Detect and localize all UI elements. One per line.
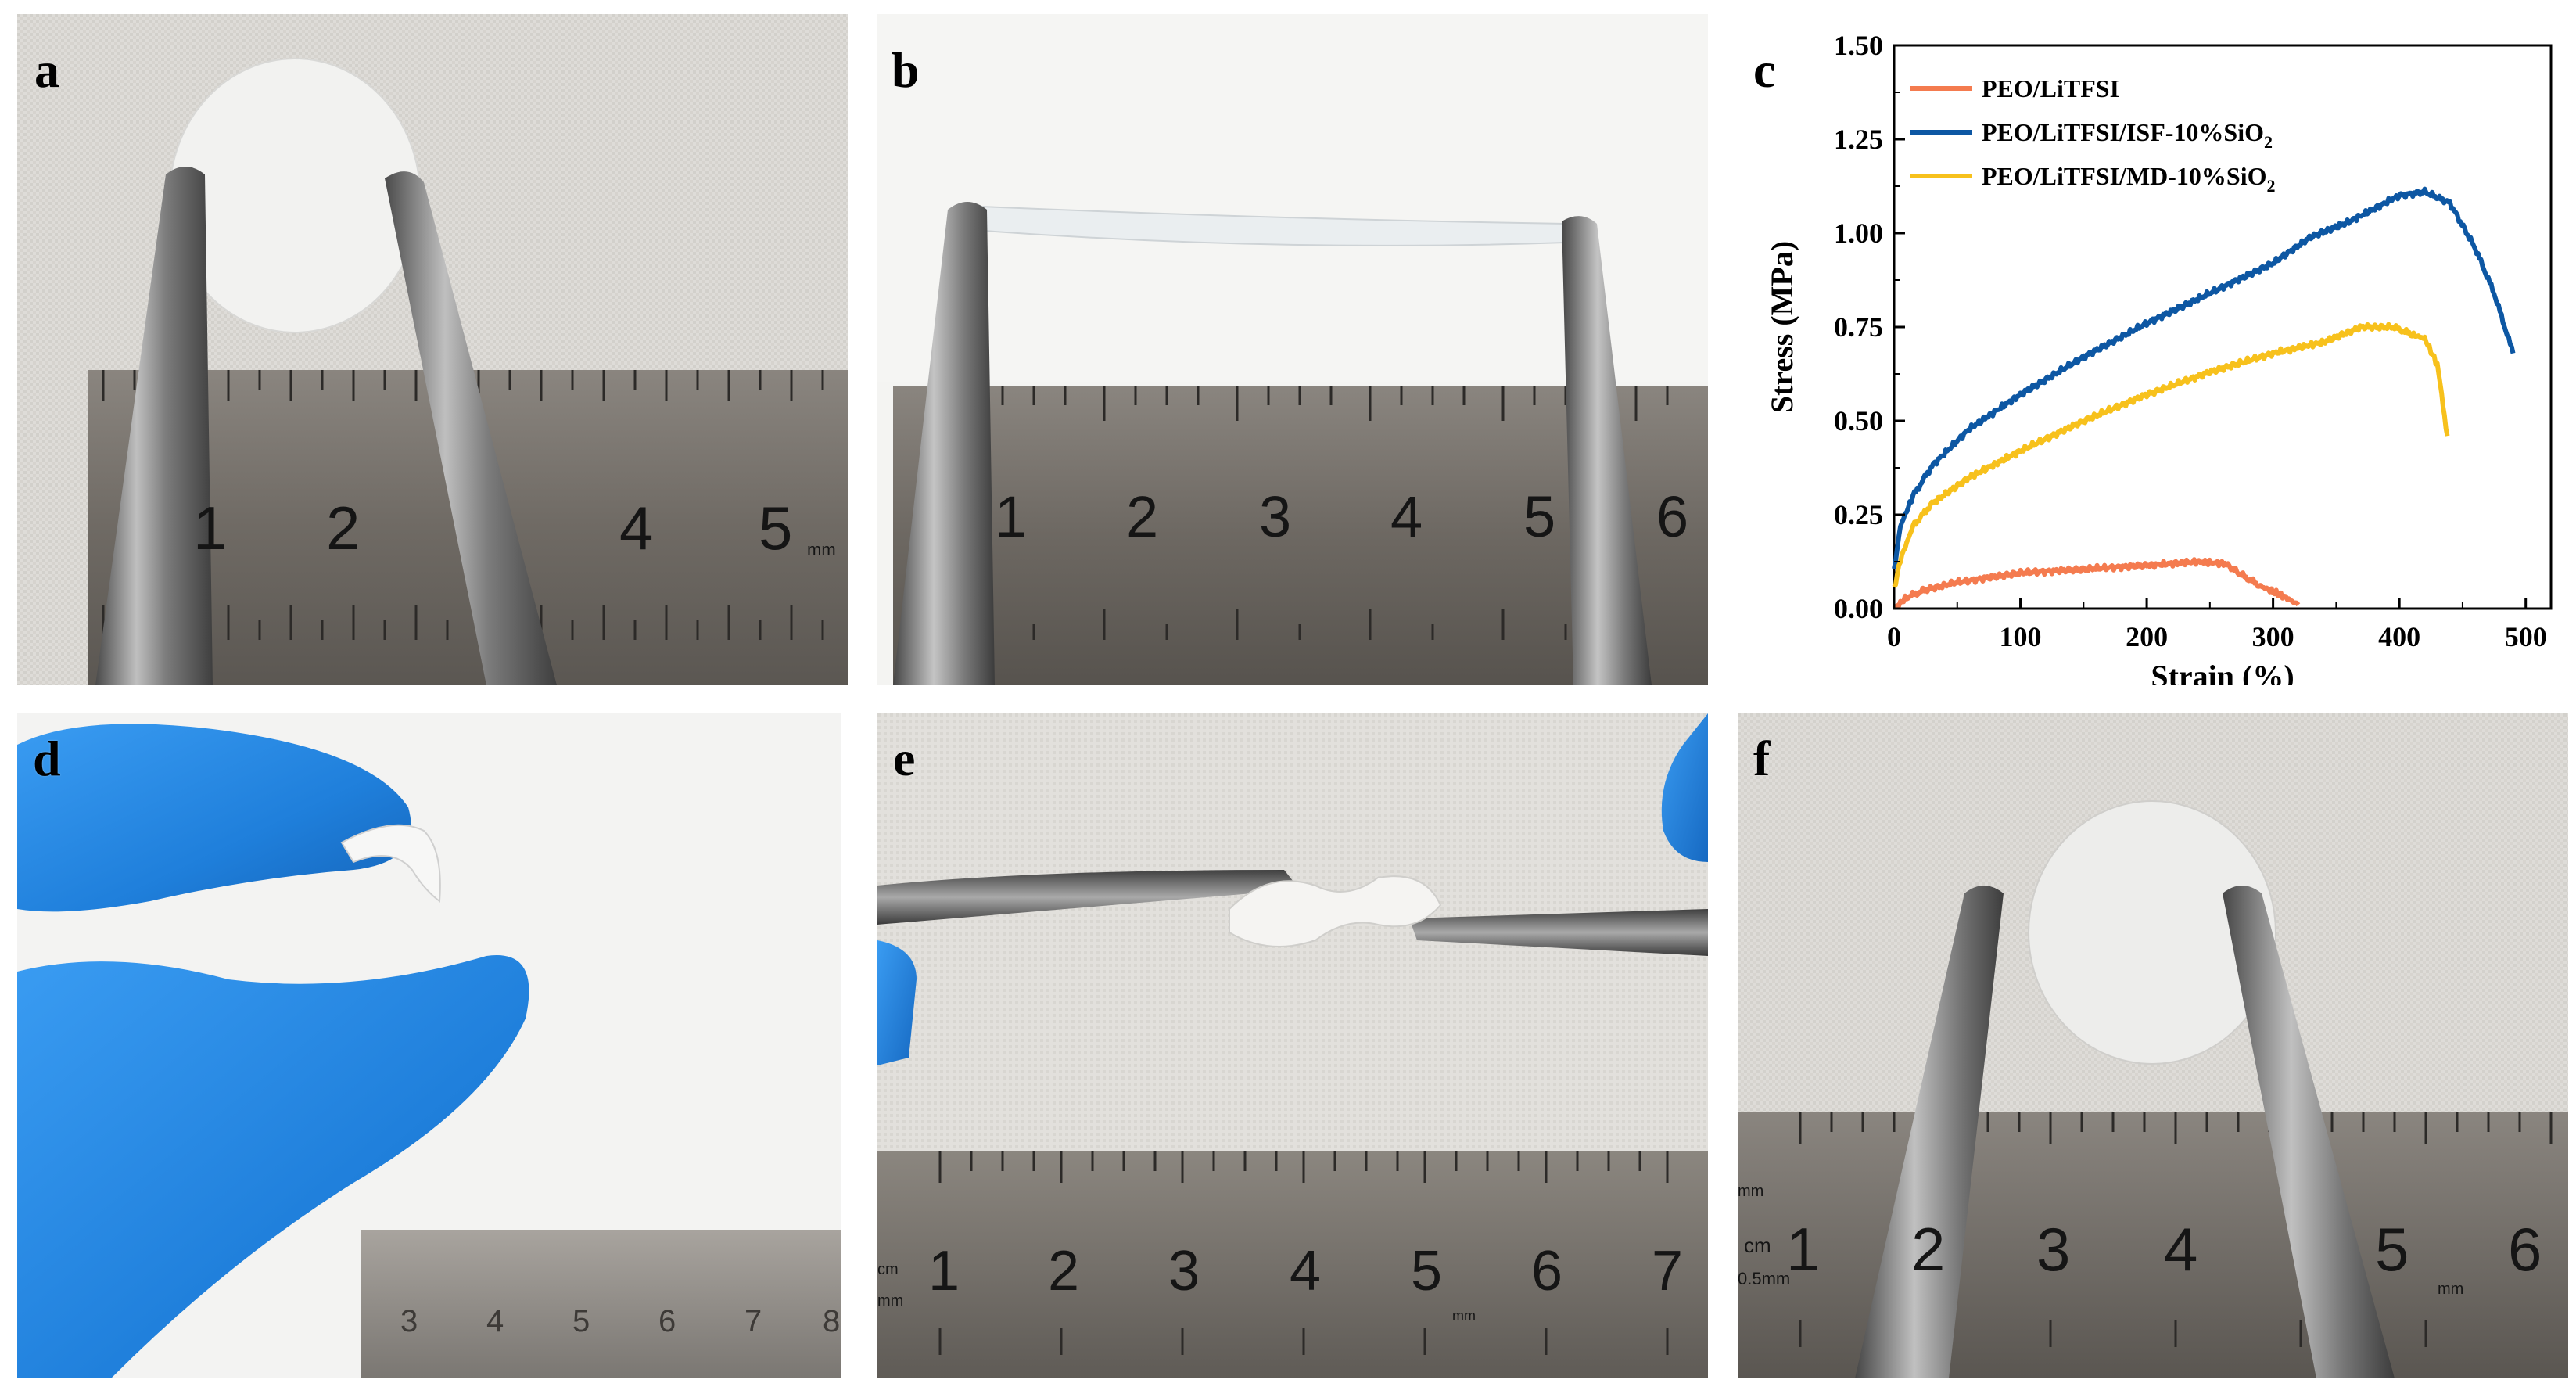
ruler-number: 6	[1656, 484, 1689, 549]
x-tick-label: 400	[2378, 621, 2420, 652]
ruler-unit-cm: cm	[1744, 1234, 1771, 1257]
y-axis-label: Stress (MPa)	[1764, 241, 1799, 413]
stress-strain-chart: 0 100 200 300 400 500 0.00 0.25 0.50 0.75 1.00 1.25…	[1764, 30, 2553, 685]
ruler-number: 2	[1048, 1240, 1080, 1302]
legend-entry-2: PEO/LiTFSI/MD-10%SiO2	[1982, 162, 2275, 196]
photo-panel-b: b 1 2 3 4 5 6	[877, 14, 1708, 685]
ruler-number: 5	[1523, 484, 1556, 549]
panel-label-f: f	[1753, 731, 1771, 786]
y-tick-label: 0.25	[1834, 499, 1883, 530]
ruler-unit-mm: mm	[1738, 1183, 1764, 1200]
x-axis-label: Strain (%)	[2151, 659, 2294, 685]
y-tick-label: 1.00	[1834, 217, 1883, 249]
ruler-number: 6	[658, 1304, 676, 1338]
series-line-2	[1892, 322, 2450, 589]
ruler-number: 2	[1126, 484, 1159, 549]
y-tick-label: 0.50	[1834, 405, 1883, 437]
legend-entry-1: PEO/LiTFSI/ISF-10%SiO2	[1982, 118, 2273, 152]
y-tick-label: 0.75	[1834, 311, 1883, 343]
panel-label-d: d	[33, 731, 61, 786]
legend-entry-0: PEO/LiTFSI	[1982, 74, 2119, 102]
legend-entry-subscript: 2	[2266, 176, 2275, 196]
panel-label-e: e	[893, 731, 916, 786]
photo-tweezers-disc-a	[17, 14, 848, 685]
x-tick-label: 300	[2252, 621, 2294, 652]
legend-entry-text: PEO/LiTFSI/ISF-10%SiO	[1982, 118, 2264, 146]
ruler-number: 3	[1168, 1240, 1200, 1302]
x-tick-label: 200	[2126, 621, 2168, 652]
ruler-number: 3	[1259, 484, 1292, 549]
ruler-number: 3	[400, 1304, 418, 1338]
panel-label-a: a	[34, 42, 59, 98]
photo-panel-e: e cm mm 1 2 3 4 5 6 7 mm	[877, 713, 1708, 1378]
ruler-number: 4	[1290, 1240, 1322, 1302]
series-line-1	[1892, 186, 2516, 569]
ruler-number: 7	[1652, 1240, 1684, 1302]
ruler-unit-mm: mm	[2438, 1281, 2464, 1298]
ruler-number: 2	[1911, 1215, 1946, 1284]
ruler-unit-cm: cm	[877, 1261, 899, 1278]
ruler-number: 3	[2036, 1215, 2071, 1284]
photo-recovered-disc-f	[1738, 713, 2568, 1378]
photo-bent-film-gloves-d	[17, 713, 841, 1378]
ruler-number: 4	[619, 494, 654, 562]
photo-panel-a: a 1 2 4 5 mm	[17, 14, 848, 685]
photo-stretched-film-b	[877, 14, 1708, 685]
ruler-number: 4	[486, 1304, 504, 1338]
ruler-number: 8	[823, 1304, 841, 1338]
y-tick-label: 1.50	[1834, 30, 1883, 61]
photo-panel-f: f mm cm 0.5mm 1 2 3 4 5 6 mm	[1738, 713, 2568, 1378]
chart-panel-c: 0 100 200 300 400 500 0.00 0.25 0.50 0.75 1.00 1.25…	[1738, 14, 2576, 685]
photo-twisted-film-e	[877, 713, 1708, 1378]
legend-entry-text: PEO/LiTFSI	[1982, 74, 2119, 102]
ruler-number: 1	[193, 494, 228, 562]
ruler-number: 2	[326, 494, 361, 562]
ruler-number: 5	[2375, 1215, 2409, 1284]
ruler-number: 5	[572, 1304, 590, 1338]
ruler-number: 6	[2508, 1215, 2542, 1284]
x-tick-label: 100	[2000, 621, 2042, 652]
ruler-unit-0-5mm: 0.5mm	[1738, 1269, 1791, 1288]
ruler-unit-mm: mm	[877, 1292, 904, 1310]
panel-label-c: c	[1753, 42, 1776, 98]
ruler-number: 5	[1411, 1240, 1443, 1302]
ruler-number: 1	[995, 484, 1028, 549]
ruler-number: 4	[2164, 1215, 2198, 1284]
ruler-number: 6	[1531, 1240, 1563, 1302]
series-line-0	[1892, 557, 2301, 611]
ruler-number: 7	[744, 1304, 762, 1338]
legend-entry-subscript: 2	[2264, 132, 2273, 152]
y-tick-label: 0.00	[1834, 593, 1883, 624]
photo-panel-d: d 3 4 5 6 7 8	[17, 713, 841, 1378]
legend-entry-text: PEO/LiTFSI/MD-10%SiO	[1982, 162, 2266, 190]
ruler-number: 1	[1786, 1215, 1821, 1284]
y-tick-label: 1.25	[1834, 124, 1883, 155]
panel-label-b: b	[892, 42, 920, 98]
ruler-unit-mm: mm	[807, 540, 836, 559]
x-tick-label: 0	[1887, 621, 1901, 652]
ruler-number: 1	[928, 1240, 960, 1302]
ruler-unit-mm: mm	[1452, 1308, 1476, 1324]
x-tick-label: 500	[2505, 621, 2547, 652]
ruler-number: 5	[759, 494, 793, 562]
ruler-number: 4	[1390, 484, 1423, 549]
